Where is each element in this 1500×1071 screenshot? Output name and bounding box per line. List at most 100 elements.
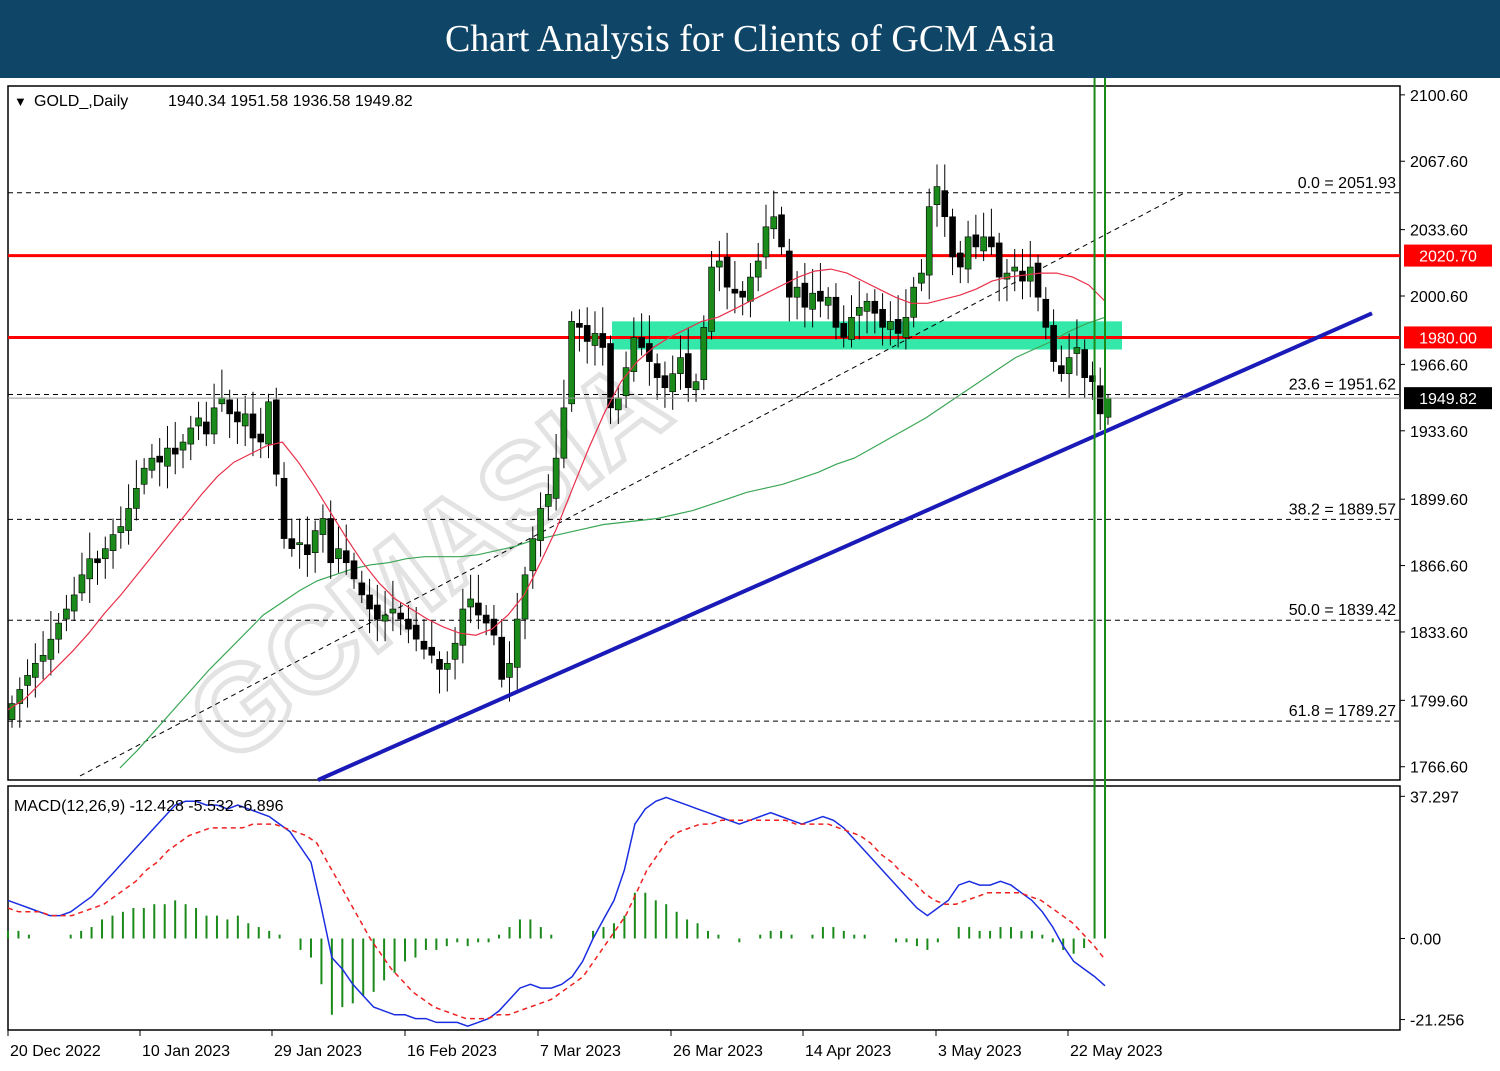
resistance-tag-label: 1980.00 bbox=[1419, 330, 1477, 347]
macd-tick-label: 37.297 bbox=[1410, 789, 1459, 806]
price-tick-label: 1899.60 bbox=[1410, 492, 1468, 509]
price-tick-label: 1833.60 bbox=[1410, 625, 1468, 642]
candle-body bbox=[506, 663, 513, 678]
candle-body bbox=[591, 333, 599, 346]
macd-label: MACD(12,26,9) -12.428 -5.532 -6.896 bbox=[14, 798, 284, 815]
candle-body bbox=[366, 594, 373, 610]
candle-body bbox=[304, 544, 311, 556]
slow-moving-average bbox=[119, 316, 1106, 769]
candle-body bbox=[855, 306, 863, 316]
candle-body bbox=[459, 608, 467, 646]
macd-panel-frame bbox=[7, 785, 1401, 1031]
candle-body bbox=[661, 375, 669, 389]
uptrend-line bbox=[317, 311, 1373, 782]
fib-label: 61.8 = 1789.27 bbox=[1289, 703, 1396, 720]
candle-body bbox=[405, 618, 412, 630]
candle-body bbox=[117, 526, 125, 533]
candle-body bbox=[133, 488, 140, 509]
price-panel-frame bbox=[7, 85, 1401, 781]
candle-body bbox=[482, 614, 490, 624]
candle-body bbox=[179, 441, 187, 451]
candle-body bbox=[47, 638, 55, 660]
candle-body bbox=[342, 550, 350, 564]
candle-body bbox=[739, 290, 746, 298]
macd-line bbox=[7, 796, 1106, 1027]
candle-body bbox=[910, 286, 917, 318]
candle-body bbox=[412, 624, 420, 640]
candle-body bbox=[537, 508, 544, 541]
candle-body bbox=[55, 622, 62, 640]
candle-body bbox=[234, 411, 241, 423]
candle-body bbox=[529, 538, 537, 572]
candle-body bbox=[568, 321, 575, 405]
last-price-bg bbox=[1404, 387, 1492, 410]
candle-body bbox=[249, 413, 257, 439]
candle-body bbox=[39, 654, 47, 662]
gold-daily-chart: GCMASIA ▼ GOLD_,Daily 1940.34 1951.58 19… bbox=[7, 78, 1492, 1060]
candle-body bbox=[925, 206, 933, 276]
candle-body bbox=[607, 343, 614, 409]
candle-body bbox=[552, 457, 560, 499]
candle-body bbox=[747, 276, 754, 302]
fib-label: 23.6 = 1951.62 bbox=[1289, 377, 1396, 394]
candle-body bbox=[817, 290, 824, 302]
candle-body bbox=[957, 252, 964, 268]
candle-body bbox=[545, 494, 552, 507]
candle-body bbox=[980, 236, 987, 252]
candle-body bbox=[498, 636, 506, 680]
resistance-tag-bg bbox=[1404, 244, 1492, 267]
candle-body bbox=[451, 642, 459, 660]
candle-body bbox=[94, 558, 101, 564]
candle-body bbox=[1058, 365, 1065, 374]
candlesticks bbox=[8, 164, 1112, 728]
candle-body bbox=[210, 407, 218, 435]
candle-body bbox=[8, 703, 16, 720]
candle-body bbox=[78, 574, 86, 594]
candle-body bbox=[358, 582, 366, 596]
candle-body bbox=[879, 308, 886, 328]
macd-signal-line bbox=[7, 819, 1106, 1020]
candle-body bbox=[988, 236, 995, 248]
candle-body bbox=[778, 214, 785, 248]
candle-body bbox=[933, 186, 941, 205]
candle-body bbox=[397, 612, 404, 620]
candle-body bbox=[723, 256, 731, 288]
candle-body bbox=[1096, 385, 1104, 415]
page-title: Chart Analysis for Clients of GCM Asia bbox=[0, 0, 1500, 78]
resistance-tag-bg bbox=[1404, 326, 1492, 349]
candle-body bbox=[70, 594, 78, 612]
candle-body bbox=[140, 467, 148, 485]
candle-body bbox=[1050, 325, 1057, 362]
channel-dashed-line bbox=[79, 192, 1186, 777]
fib-label: 50.0 = 1839.42 bbox=[1289, 602, 1396, 619]
candle-body bbox=[311, 530, 319, 553]
candle-body bbox=[1034, 262, 1042, 298]
dropdown-triangle-icon[interactable]: ▼ bbox=[14, 94, 27, 109]
candle-body bbox=[195, 417, 202, 427]
time-tick-label: 29 Jan 2023 bbox=[274, 1043, 362, 1060]
candle-body bbox=[638, 337, 645, 348]
candle-body bbox=[1081, 349, 1088, 378]
price-tick-label: 2033.60 bbox=[1410, 223, 1468, 240]
candle-body bbox=[708, 266, 715, 332]
macd-axis: 37.297 0.00 -21.256 bbox=[1400, 789, 1464, 1030]
candle-body bbox=[218, 397, 226, 405]
candle-body bbox=[692, 381, 700, 391]
candle-body bbox=[265, 401, 272, 445]
candle-body bbox=[148, 457, 156, 471]
candle-body bbox=[226, 399, 233, 415]
candle-body bbox=[754, 260, 762, 278]
candle-body bbox=[762, 226, 770, 258]
macd-histogram bbox=[7, 78, 1106, 1015]
candle-body bbox=[32, 663, 39, 678]
candle-body bbox=[428, 646, 436, 656]
macd-tick-label: 0.00 bbox=[1410, 932, 1441, 949]
time-tick-label: 26 Mar 2023 bbox=[673, 1043, 763, 1060]
candle-body bbox=[63, 608, 70, 620]
candle-body bbox=[164, 447, 171, 467]
candle-body bbox=[1073, 347, 1081, 354]
candle-body bbox=[1042, 298, 1050, 328]
candle-body bbox=[716, 260, 723, 268]
fib-label: 0.0 = 2051.93 bbox=[1298, 175, 1396, 192]
price-tick-label: 1933.60 bbox=[1410, 424, 1468, 441]
